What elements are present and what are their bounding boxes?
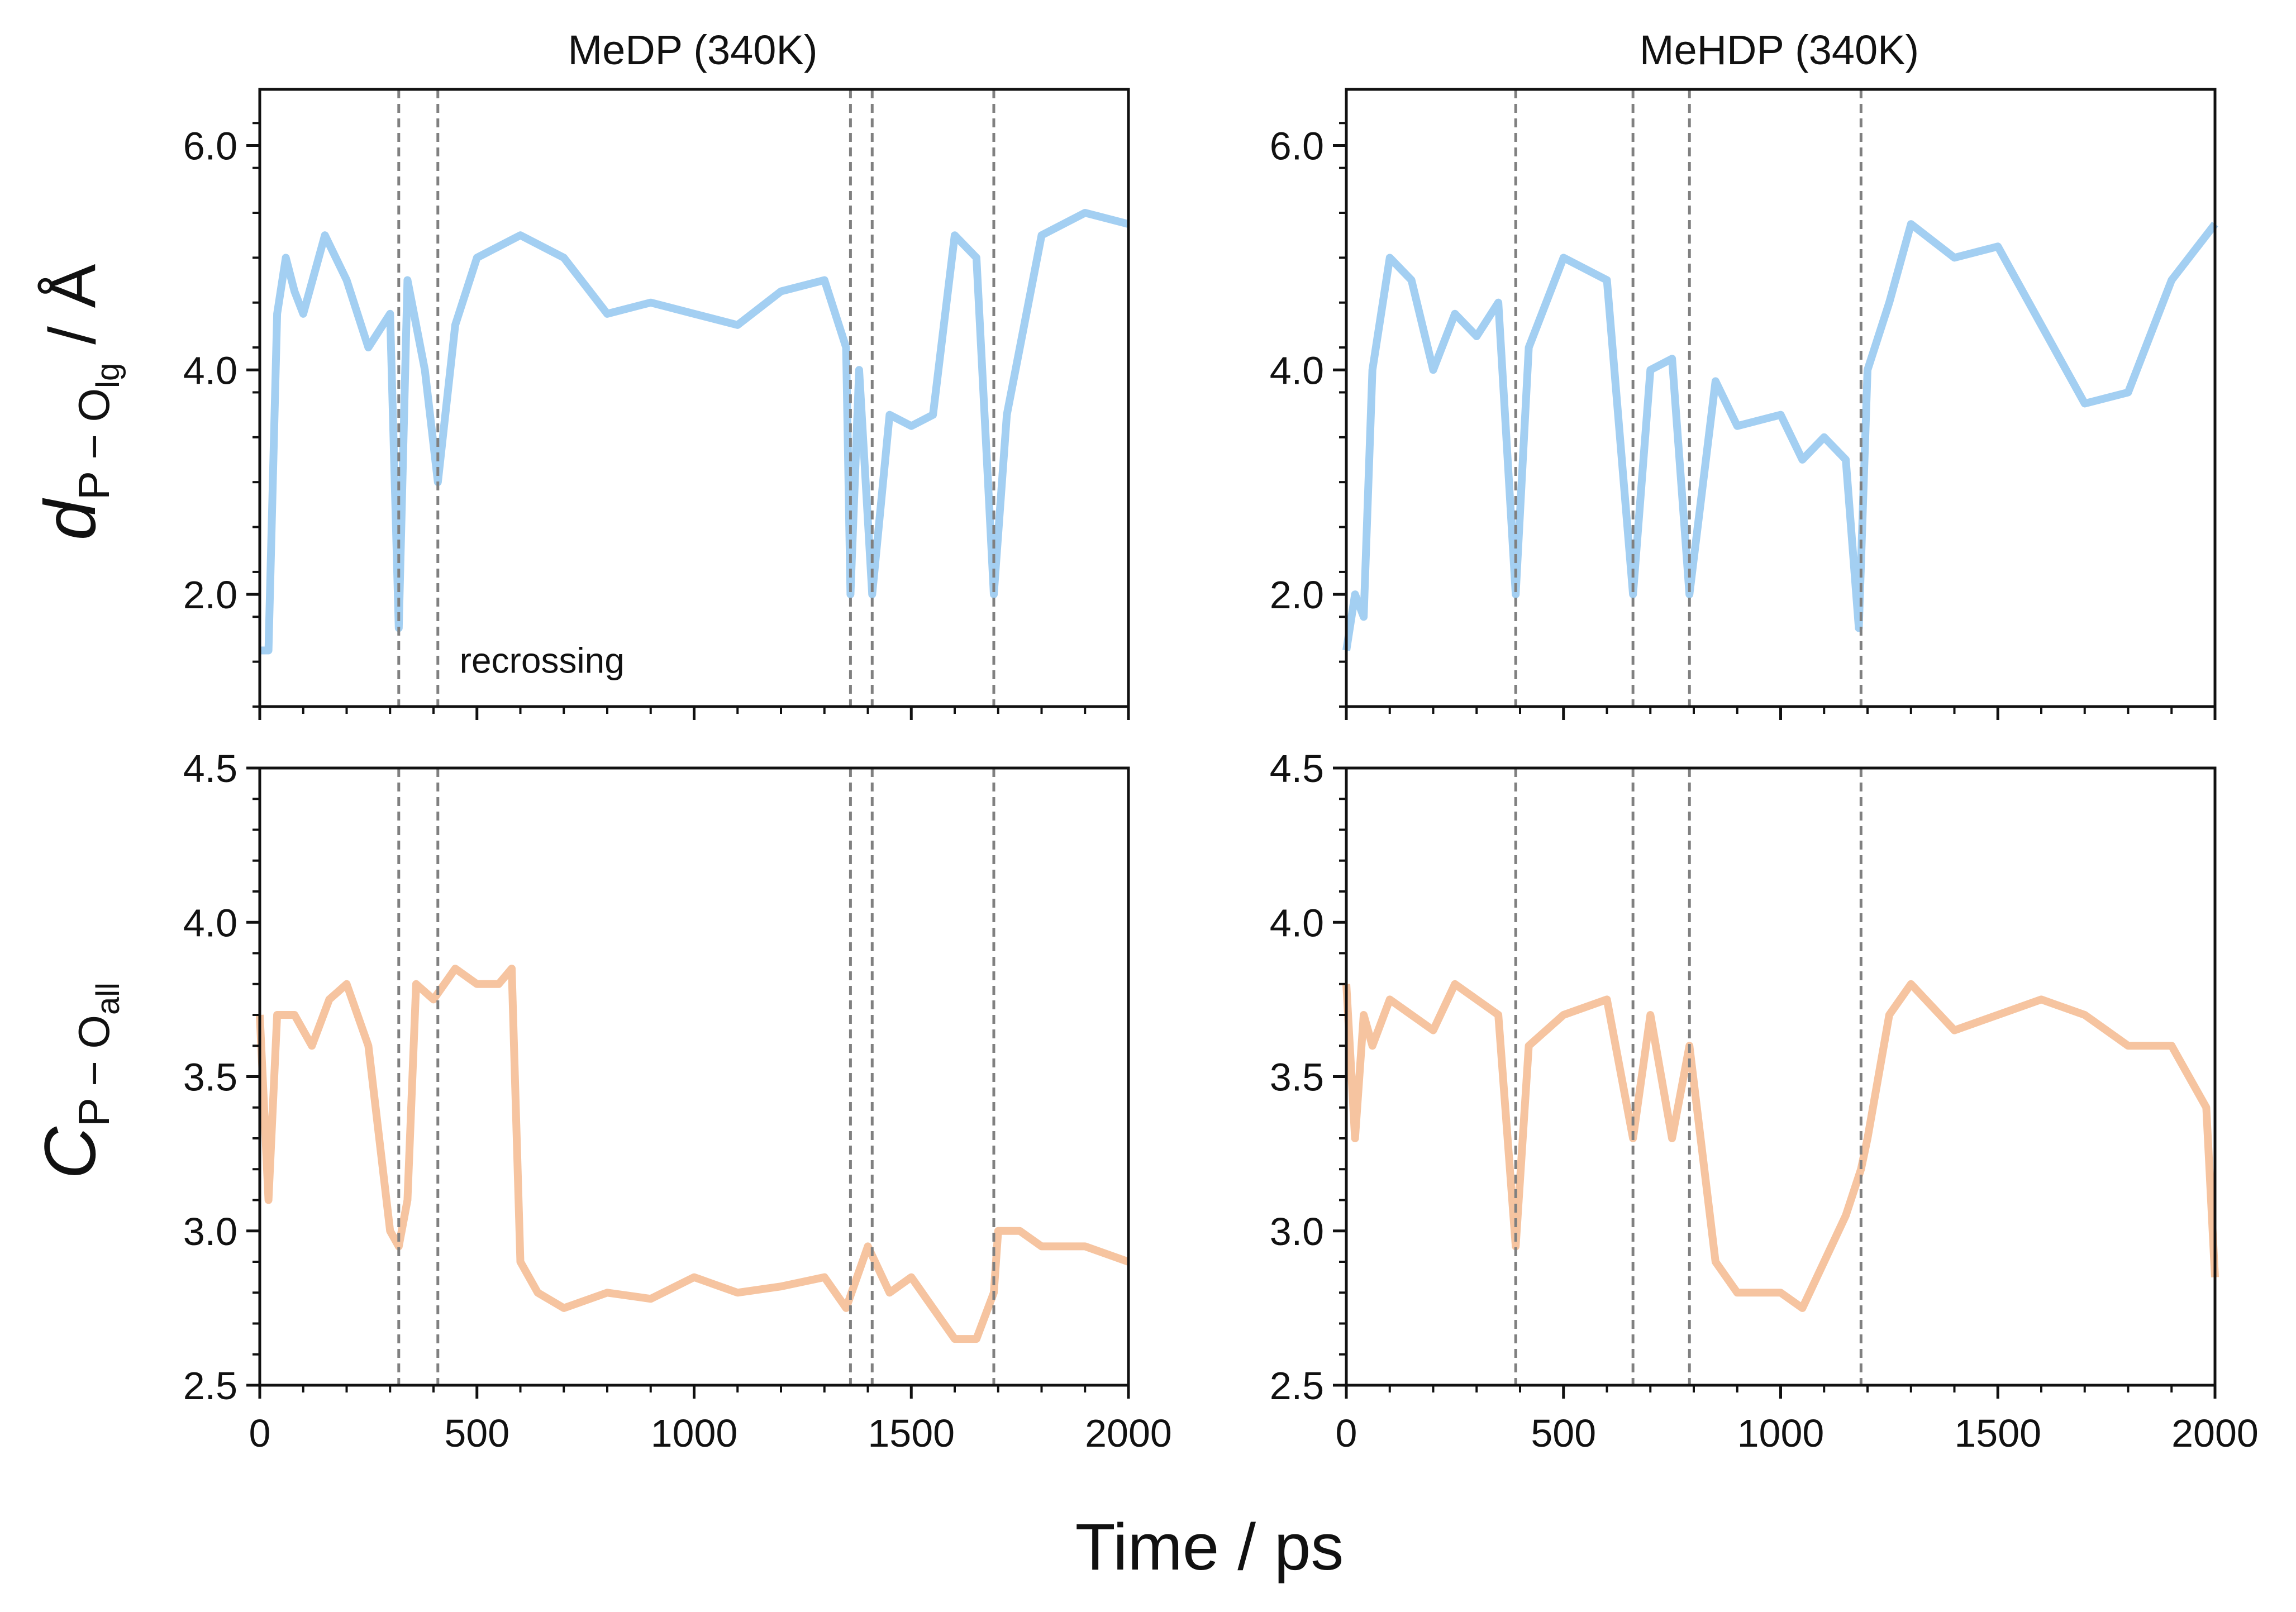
y-tick-label: 2.0 — [183, 573, 237, 617]
y-tick-label: 3.0 — [1270, 1210, 1324, 1253]
svg-text:dP − Olg / Å: dP − Olg / Å — [29, 264, 126, 540]
y-tick-label: 3.5 — [1270, 1056, 1324, 1099]
x-tick-label: 2000 — [2171, 1411, 2259, 1455]
y-tick-label: 2.5 — [1270, 1364, 1324, 1408]
x-tick-label: 1500 — [1954, 1411, 2041, 1455]
y-label-top-subsub: lg — [90, 363, 126, 388]
y-tick-label: 4.0 — [1270, 901, 1324, 945]
y-label-top-main: d — [29, 498, 111, 540]
panel-title-medp: MeDP (340K) — [568, 27, 818, 73]
y-tick-label: 6.0 — [1270, 124, 1324, 168]
panel-title-mehdp: MeHDP (340K) — [1640, 27, 1919, 73]
y-label-bottom-main: C — [29, 1126, 111, 1179]
panel-mehdp-distance: 2.0 4.0 6.0 — [1270, 88, 2218, 720]
x-axis-label: Time / ps — [1075, 1510, 1344, 1584]
series-line-0 — [1342, 980, 2219, 1312]
y-label-top-sub: P − O — [69, 388, 118, 500]
y-label-top-unit: / Å — [36, 264, 109, 363]
x-tick-label: 1000 — [651, 1411, 738, 1455]
y-label-bottom-subsub: all — [90, 983, 126, 1015]
y-tick-label: 3.5 — [183, 1056, 237, 1099]
y-axis-label-bottom: CP − Oall — [29, 983, 126, 1179]
y-tick-label: 3.0 — [183, 1210, 237, 1253]
y-tick-label: 4.0 — [183, 901, 237, 945]
x-tick-label: 0 — [1336, 1411, 1357, 1455]
x-tick-label: 0 — [249, 1411, 271, 1455]
x-tick-label: 1500 — [868, 1411, 955, 1455]
recrossing-annotation: recrossing — [460, 641, 625, 681]
x-tick-label: 500 — [1531, 1411, 1596, 1455]
panel-medp-distance: 2.0 4.0 6.0 recrossing — [183, 88, 1130, 720]
series-line-0 — [256, 965, 1130, 1343]
x-tick-label: 2000 — [1085, 1411, 1172, 1455]
panel-mehdp-coordination: 2.5 3.0 3.5 4.0 4.5 0 500 1000 1500 2000 — [1270, 747, 2259, 1455]
y-tick-label: 2.5 — [183, 1364, 237, 1408]
y-tick-label: 2.0 — [1270, 573, 1324, 617]
panel-medp-coordination: 2.5 3.0 3.5 4.0 4.5 0 500 1000 1500 2000 — [183, 747, 1172, 1455]
series-line-0 — [260, 209, 1130, 655]
y-tick-label: 4.0 — [183, 349, 237, 392]
svg-text:CP − Oall: CP − Oall — [29, 983, 126, 1179]
y-label-bottom-sub: P − O — [69, 1015, 118, 1127]
y-tick-label: 4.0 — [1270, 349, 1324, 392]
y-tick-label: 4.5 — [183, 747, 237, 790]
x-tick-label: 500 — [444, 1411, 509, 1455]
y-tick-label: 6.0 — [183, 124, 237, 168]
y-axis-label-top: dP − Olg / Å — [29, 264, 126, 540]
x-tick-label: 1000 — [1737, 1411, 1825, 1455]
y-tick-label: 4.5 — [1270, 747, 1324, 790]
series-line-0 — [1342, 220, 2218, 651]
